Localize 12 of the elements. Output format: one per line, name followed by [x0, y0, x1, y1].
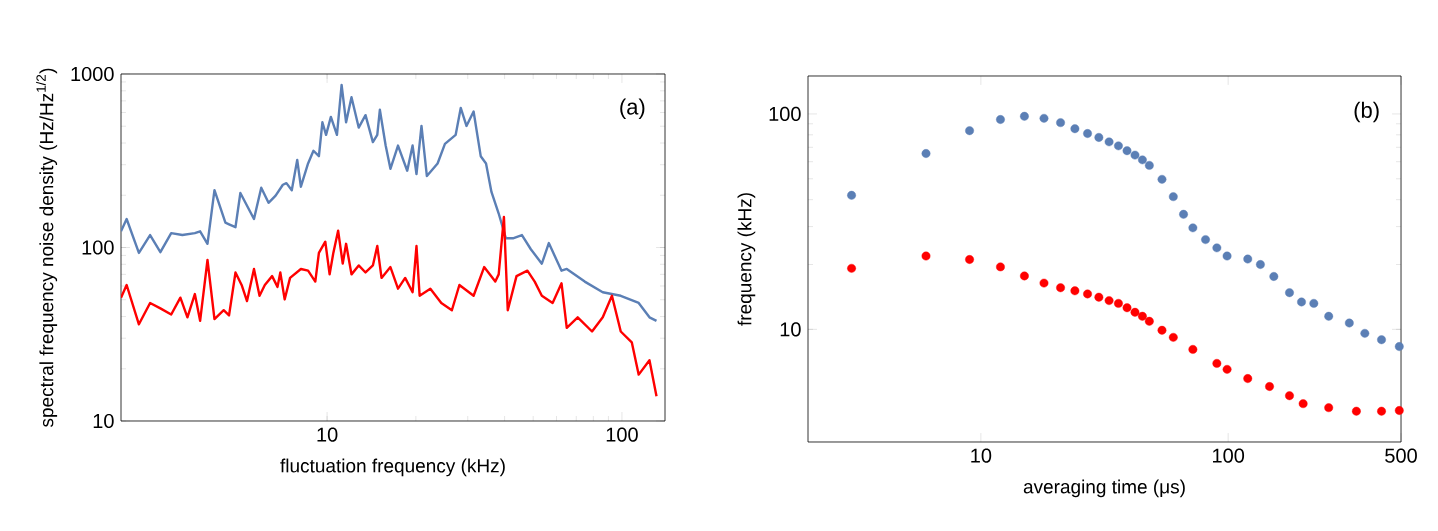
x-tick-label: 10: [971, 448, 992, 463]
x-tick-label: 100: [1213, 448, 1245, 463]
x-axis-title: averaging time (μs): [1023, 479, 1185, 498]
annotation: (b): [1354, 101, 1379, 123]
y-axis-title: frequency (kHz): [737, 193, 756, 326]
annotation: (a): [620, 98, 645, 119]
y-tick-label: 10: [93, 413, 114, 429]
x-tick-label: 500: [1385, 448, 1417, 463]
y-tick-label: 100: [82, 240, 114, 255]
y-tick-label: 1000: [71, 66, 114, 82]
y-axis-title: spectral frequency noise density (Hz/Hz$^{1/2}$): [36, 68, 58, 427]
x-axis-title: fluctuation frequency (kHz): [280, 458, 505, 477]
